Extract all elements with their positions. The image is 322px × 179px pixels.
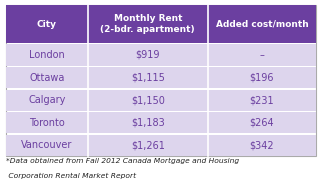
Text: Vancouver: Vancouver [21, 140, 73, 150]
FancyBboxPatch shape [6, 112, 316, 133]
Text: Toronto: Toronto [29, 118, 65, 128]
Text: $919: $919 [136, 50, 160, 60]
Text: $231: $231 [250, 95, 274, 105]
Text: Corporation Rental Market Report: Corporation Rental Market Report [6, 173, 136, 179]
Text: Added cost/month: Added cost/month [215, 20, 308, 29]
Text: Ottawa: Ottawa [29, 72, 65, 83]
Text: Calgary: Calgary [28, 95, 66, 105]
Text: *Data obtained from Fall 2012 Canada Mortgage and Housing: *Data obtained from Fall 2012 Canada Mor… [6, 158, 239, 164]
Text: –: – [260, 50, 264, 60]
Text: $1,261: $1,261 [131, 140, 165, 150]
Text: $342: $342 [250, 140, 274, 150]
Text: $1,183: $1,183 [131, 118, 165, 128]
Text: $1,150: $1,150 [131, 95, 165, 105]
Text: $196: $196 [250, 72, 274, 83]
FancyBboxPatch shape [6, 5, 316, 156]
FancyBboxPatch shape [6, 135, 316, 156]
FancyBboxPatch shape [6, 5, 316, 43]
FancyBboxPatch shape [6, 44, 316, 66]
FancyBboxPatch shape [6, 90, 316, 111]
FancyBboxPatch shape [6, 67, 316, 88]
Text: London: London [29, 50, 65, 60]
Text: City: City [37, 20, 57, 29]
Text: $264: $264 [250, 118, 274, 128]
Text: $1,115: $1,115 [131, 72, 165, 83]
Text: Monthly Rent
(2-bdr. apartment): Monthly Rent (2-bdr. apartment) [100, 14, 195, 34]
